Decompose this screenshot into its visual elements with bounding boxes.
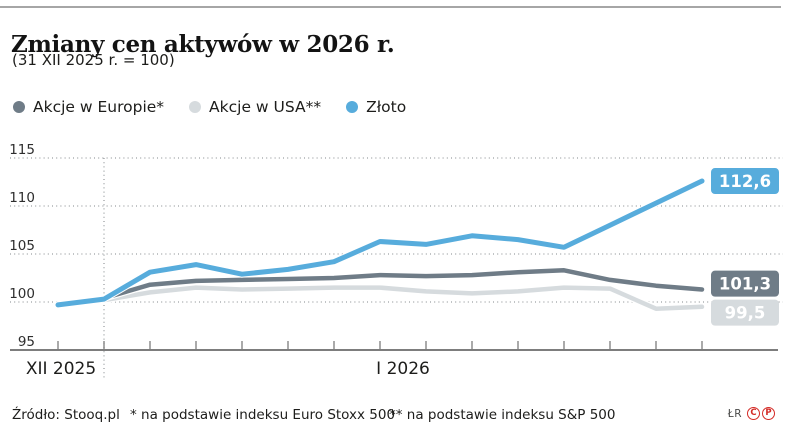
credit-block: ŁR C P xyxy=(728,407,775,420)
value-badge-label: 99,5 xyxy=(725,304,766,323)
chart-subtitle: (31 XII 2025 r. = 100) xyxy=(12,51,175,69)
legend-item-0: Akcje w Europie* xyxy=(13,98,164,116)
y-axis-label: 110 xyxy=(9,190,35,206)
chart-legend: Akcje w Europie* Akcje w USA** Złoto xyxy=(13,98,406,116)
legend-label: Złoto xyxy=(366,98,407,116)
legend-label: Akcje w USA** xyxy=(209,98,322,116)
legend-item-1: Akcje w USA** xyxy=(189,98,321,116)
legend-dot-icon xyxy=(189,101,202,113)
value-badge-label: 101,3 xyxy=(719,275,771,294)
series-line-0 xyxy=(55,268,705,308)
copyright-icon: C xyxy=(747,407,760,420)
footnote-usa: ** na podstawie indeksu S&P 500 xyxy=(389,407,616,423)
producer-icon: P xyxy=(762,407,775,420)
legend-dot-icon xyxy=(346,101,359,113)
legend-dot-icon xyxy=(13,101,25,113)
page-title: Zmiany cen aktywów w 2026 r. xyxy=(11,31,395,59)
series-line-2 xyxy=(55,178,705,308)
legend-item-2: Złoto xyxy=(346,98,406,116)
top-rule xyxy=(0,6,781,8)
y-axis-label: 100 xyxy=(9,286,35,302)
value-badge xyxy=(711,168,779,195)
legend-label: Akcje w Europie* xyxy=(33,98,165,116)
source-label: Źródło: Stooq.pl xyxy=(12,407,120,423)
y-axis-label: 95 xyxy=(18,334,35,350)
y-axis-label: 105 xyxy=(9,238,35,254)
value-badge-label: 112,6 xyxy=(719,172,771,191)
author-initials: ŁR xyxy=(727,407,742,420)
x-axis-label-0: XII 2025 xyxy=(26,359,96,379)
footnote-europe: * na podstawie indeksu Euro Stoxx 500 xyxy=(130,407,396,423)
value-badge xyxy=(711,299,779,326)
x-axis-label-1: I 2026 xyxy=(376,359,430,379)
y-axis-label: 115 xyxy=(9,142,35,158)
series-line-1 xyxy=(55,285,705,311)
value-badge xyxy=(711,270,779,297)
rights-icons: C P xyxy=(747,407,775,420)
